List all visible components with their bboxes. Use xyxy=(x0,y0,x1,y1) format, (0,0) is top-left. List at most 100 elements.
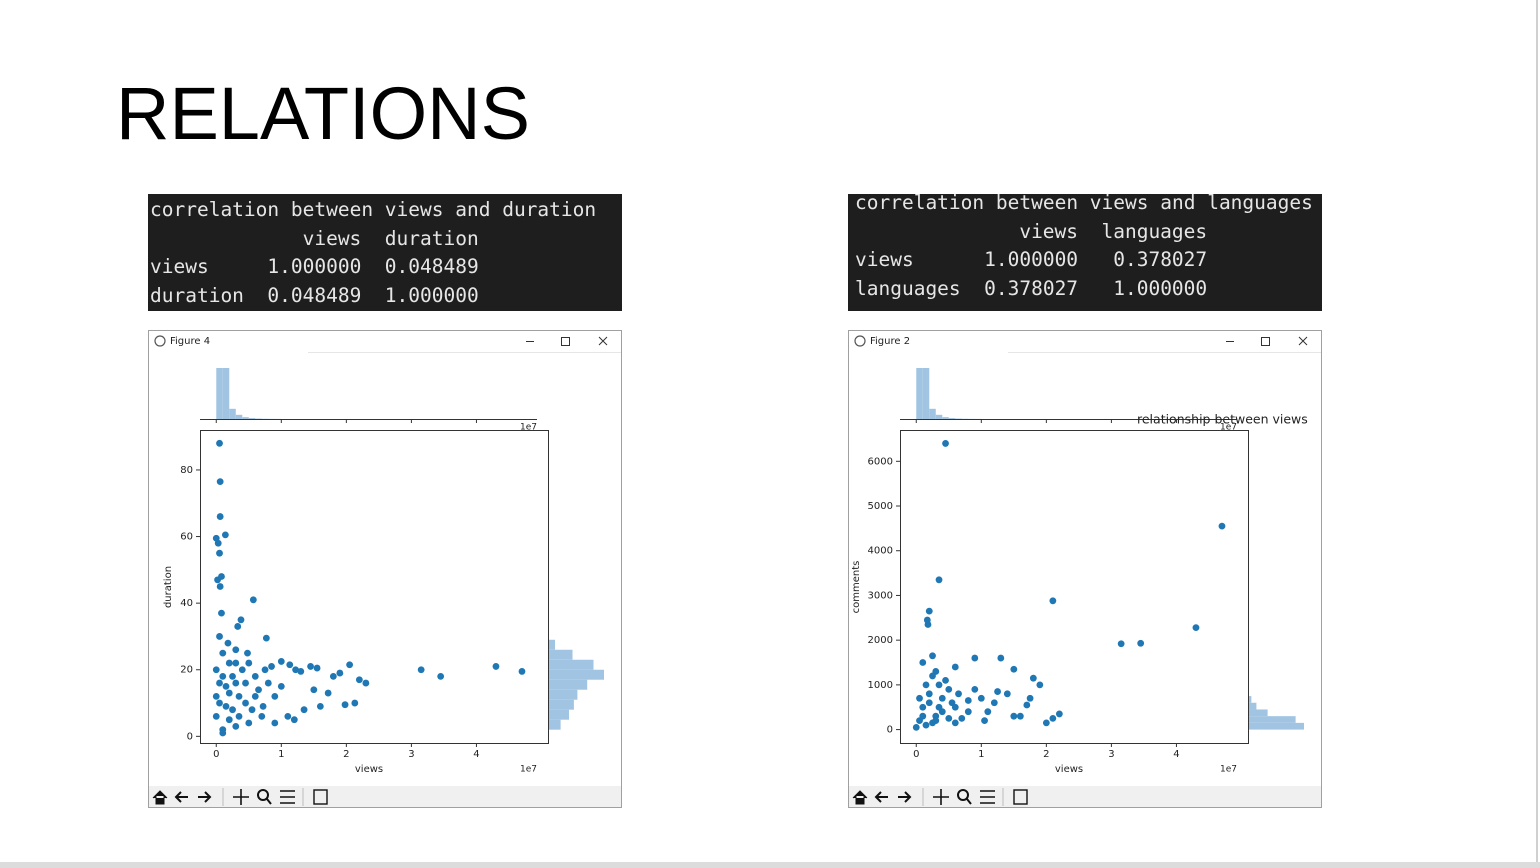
scatter-point xyxy=(221,531,229,539)
forward-button[interactable] xyxy=(898,791,912,803)
console-caption: correlation between views and languages xyxy=(855,194,1313,214)
scatter-point xyxy=(346,661,354,669)
console-output: correlation between views and languages v… xyxy=(848,194,1322,311)
scatter-point xyxy=(216,699,223,707)
x-tick-label: 3 xyxy=(408,749,414,760)
scatter-point xyxy=(924,621,932,628)
scatter-point xyxy=(313,664,321,672)
scatter-point xyxy=(929,672,936,680)
scatter-point xyxy=(964,697,972,704)
x-tick-label: 0 xyxy=(913,749,919,760)
console-cell: views xyxy=(150,255,209,278)
scatter-point xyxy=(951,663,959,671)
scatter-point xyxy=(971,654,979,662)
save-button[interactable] xyxy=(1013,789,1028,805)
pan-button[interactable] xyxy=(933,789,949,805)
scatter-point xyxy=(984,708,992,716)
histogram-bar xyxy=(948,418,956,419)
chart-title: relationship between views xyxy=(1137,412,1308,427)
axis-offset-label: 1e7 xyxy=(520,423,537,433)
scatter-point xyxy=(307,663,314,670)
histogram-bar xyxy=(216,368,223,419)
x-tick-label: 1 xyxy=(978,749,984,760)
scatter-point xyxy=(216,478,224,486)
zoom-button[interactable] xyxy=(257,789,269,801)
back-button[interactable] xyxy=(874,791,888,803)
scatter-point xyxy=(222,702,230,710)
scatter-point xyxy=(245,719,253,727)
scatter-point xyxy=(316,702,324,710)
y-tick-label: 1000 xyxy=(868,680,893,691)
x-tick-label: 4 xyxy=(473,749,479,760)
scatter-point xyxy=(229,673,236,680)
x-axis-label: views xyxy=(355,764,383,775)
scatter-point xyxy=(417,666,425,674)
scatter-point xyxy=(971,685,979,693)
y-axis-label: comments xyxy=(851,561,862,614)
console-cell: 1.000000 xyxy=(267,255,362,278)
scatter-point xyxy=(277,658,285,665)
scatter-point xyxy=(259,702,267,710)
y-tick-label: 4000 xyxy=(868,546,893,557)
scatter-point xyxy=(212,712,220,720)
save-button[interactable] xyxy=(313,789,328,805)
forward-button[interactable] xyxy=(198,791,212,803)
scatter-point xyxy=(916,694,923,702)
histogram-bar xyxy=(1248,696,1252,703)
histogram-bar xyxy=(548,679,588,690)
scatter-point xyxy=(919,712,927,720)
scatter-point xyxy=(238,666,246,674)
console-caption: correlation between views and duration xyxy=(150,198,597,221)
pan-button[interactable] xyxy=(233,789,249,805)
maximize-button[interactable] xyxy=(561,337,570,346)
scatter-point xyxy=(225,716,233,724)
console-header: views languages xyxy=(855,218,1313,247)
console-cell: duration xyxy=(384,226,479,250)
scatter-point xyxy=(264,679,272,687)
histogram-bar xyxy=(1248,716,1296,723)
scatter-point xyxy=(336,669,344,677)
slide-title: RELATIONS xyxy=(116,72,530,155)
scatter-point xyxy=(218,573,225,580)
configure-button[interactable] xyxy=(280,790,295,804)
x-tick-label: 4 xyxy=(1173,749,1179,760)
close-button[interactable] xyxy=(1298,336,1308,346)
scatter-point xyxy=(437,673,445,680)
scatter-point xyxy=(1010,665,1018,673)
zoom-button[interactable] xyxy=(957,789,969,801)
histogram-bar xyxy=(548,699,574,710)
x-tick-label: 0 xyxy=(213,749,219,760)
scatter-point xyxy=(945,685,953,693)
histogram-bar xyxy=(222,368,230,419)
y-tick-label: 2000 xyxy=(868,635,893,646)
scatter-point xyxy=(216,513,224,520)
close-button[interactable] xyxy=(598,336,608,346)
window-title: Figure 4 xyxy=(170,336,210,347)
x-tick-label: 1 xyxy=(278,749,284,760)
home-button[interactable] xyxy=(152,790,168,805)
scatter-point xyxy=(945,715,953,722)
scatter-point xyxy=(242,699,249,707)
home-button[interactable] xyxy=(852,790,868,805)
histogram-bar xyxy=(1248,709,1268,717)
scatter-point xyxy=(262,634,270,642)
scatter-point xyxy=(225,659,233,667)
configure-button[interactable] xyxy=(980,790,995,804)
zoom-handle xyxy=(966,798,972,805)
scatter-point xyxy=(951,719,959,727)
scatter-point xyxy=(932,717,940,725)
histogram-bar xyxy=(548,709,569,720)
scatter-point xyxy=(925,607,933,615)
histogram-bar xyxy=(242,417,249,419)
histogram-bar xyxy=(229,408,236,419)
scatter-point xyxy=(235,712,243,720)
maximize-button[interactable] xyxy=(1261,337,1270,346)
histogram-bar xyxy=(548,639,555,650)
scatter-point xyxy=(1055,710,1063,718)
scatter-point xyxy=(251,692,259,700)
scatter-point xyxy=(284,712,292,720)
back-button[interactable] xyxy=(174,791,188,803)
scatter-point xyxy=(1036,681,1044,689)
window-icon xyxy=(154,335,166,347)
